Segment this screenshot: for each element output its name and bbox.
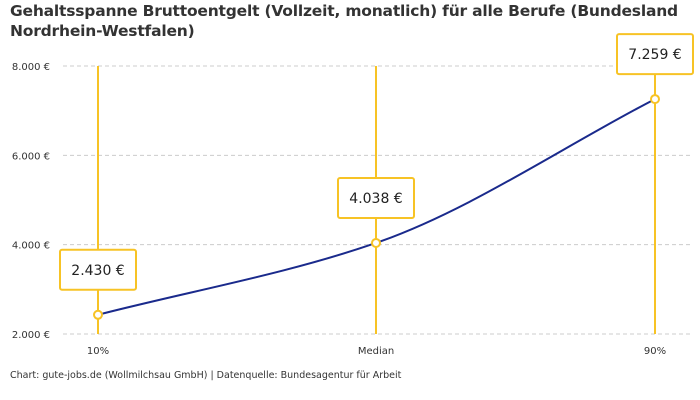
chart-title: Gehaltsspanne Bruttoentgelt (Vollzeit, m… [10, 2, 678, 40]
chart-footer: Chart: gute-jobs.de (Wollmilchsau GmbH) … [10, 370, 402, 381]
data-point [371, 237, 381, 248]
data-point [93, 309, 103, 320]
data-label-box [616, 33, 694, 76]
x-tick-label: 10% [87, 346, 109, 357]
y-tick-label: 6.000 € [12, 151, 50, 162]
data-label-box [59, 248, 137, 291]
data-label: 2.430 € [71, 263, 124, 279]
x-tick-label: 90% [644, 346, 666, 357]
data-label: 4.038 € [349, 191, 402, 207]
y-tick-label: 2.000 € [12, 330, 50, 341]
data-point [650, 94, 660, 105]
x-tick-label: Median [358, 346, 394, 357]
data-label-box [337, 176, 415, 219]
y-tick-label: 8.000 € [12, 62, 50, 73]
y-tick-label: 4.000 € [12, 241, 50, 252]
data-label: 7.259 € [628, 47, 681, 63]
